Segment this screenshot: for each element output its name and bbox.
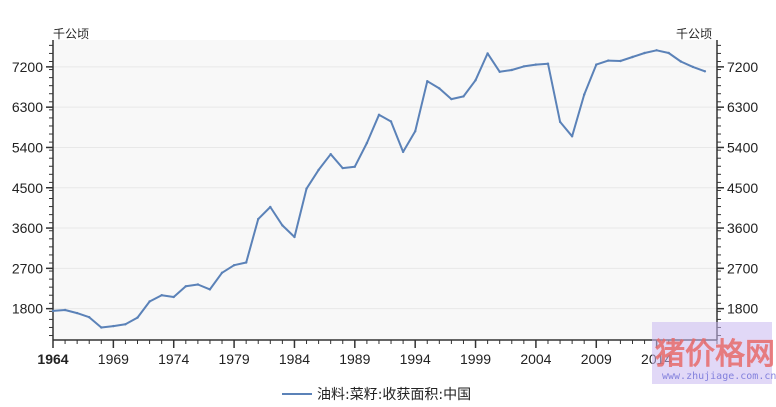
data-point-1988 bbox=[341, 166, 344, 170]
y-right-tick-label: 1800 bbox=[727, 301, 758, 317]
data-point-2006 bbox=[558, 120, 562, 124]
data-point-2015 bbox=[667, 51, 670, 55]
data-point-1972 bbox=[148, 300, 151, 303]
y-right-tick-label: 4500 bbox=[727, 180, 758, 196]
data-point-2013 bbox=[643, 51, 646, 55]
y-right-tick-label: 3600 bbox=[727, 220, 758, 236]
data-point-1986 bbox=[317, 168, 320, 172]
data-point-1978 bbox=[220, 271, 224, 274]
x-tick-label: 1979 bbox=[219, 351, 250, 367]
data-point-2017 bbox=[691, 65, 695, 69]
data-point-1991 bbox=[377, 113, 381, 117]
y-unit-right: 千公顷 bbox=[676, 27, 712, 41]
data-point-2003 bbox=[522, 65, 525, 68]
legend: 油料:菜籽:收获面积:中国 bbox=[282, 387, 471, 403]
x-tick-label: 1969 bbox=[98, 351, 129, 367]
y-unit-left: 千公顷 bbox=[53, 27, 89, 41]
data-point-2008 bbox=[583, 93, 586, 96]
series-points bbox=[51, 49, 707, 329]
x-tick-label: 1974 bbox=[158, 351, 189, 367]
data-point-2018 bbox=[703, 70, 707, 73]
data-point-1968 bbox=[100, 326, 103, 329]
x-tick-label: 1989 bbox=[339, 351, 370, 367]
data-point-2009 bbox=[595, 63, 598, 66]
data-point-1970 bbox=[124, 323, 127, 326]
y-left-tick-label: 6300 bbox=[12, 99, 43, 115]
data-point-1981 bbox=[257, 217, 260, 221]
data-point-2007 bbox=[570, 135, 574, 138]
x-axis-labels: 1964 1969 1974 1979 1984 1989 1994 1999 2004 2009… bbox=[37, 351, 672, 367]
data-point-1994 bbox=[414, 130, 417, 133]
data-point-2014 bbox=[655, 49, 658, 52]
y-right-tick-label: 7200 bbox=[727, 59, 758, 75]
data-point-1985 bbox=[305, 187, 308, 190]
data-point-1979 bbox=[232, 264, 236, 267]
y-right-tick-label: 2700 bbox=[727, 260, 758, 276]
legend-label: 油料:菜籽:收获面积:中国 bbox=[317, 387, 471, 403]
data-point-2012 bbox=[631, 55, 634, 59]
data-point-1997 bbox=[450, 97, 453, 101]
data-point-1976 bbox=[196, 283, 200, 286]
data-point-1995 bbox=[426, 80, 429, 83]
x-tick-label: 1999 bbox=[460, 351, 491, 367]
x-tick-label: 2004 bbox=[520, 351, 551, 367]
y-left-tick-label: 3600 bbox=[12, 220, 43, 236]
data-point-2000 bbox=[486, 52, 489, 55]
data-point-1987 bbox=[329, 153, 332, 156]
y-left-tick-label: 7200 bbox=[12, 59, 43, 75]
data-point-1998 bbox=[462, 95, 465, 98]
data-point-2004 bbox=[534, 63, 538, 66]
data-point-1983 bbox=[281, 224, 284, 227]
data-point-1990 bbox=[365, 141, 369, 145]
y-right-tick-label: 5400 bbox=[727, 139, 758, 155]
x-tick-label: 1984 bbox=[279, 351, 310, 367]
data-point-1984 bbox=[293, 235, 296, 239]
data-point-1992 bbox=[389, 120, 393, 123]
data-point-2005 bbox=[546, 62, 550, 65]
data-point-1966 bbox=[75, 311, 79, 315]
data-point-1974 bbox=[172, 295, 175, 299]
data-point-1977 bbox=[208, 288, 212, 291]
data-point-2001 bbox=[498, 70, 501, 74]
data-point-1965 bbox=[63, 308, 67, 312]
x-tick-label: 1964 bbox=[37, 351, 68, 367]
plot-area bbox=[53, 40, 717, 340]
y-left-tick-label: 1800 bbox=[12, 301, 43, 317]
data-point-1980 bbox=[245, 261, 248, 264]
x-tick-label: 1994 bbox=[400, 351, 431, 367]
y-left-tick-label: 2700 bbox=[12, 260, 43, 276]
data-point-1993 bbox=[401, 150, 405, 154]
y-axis-right-labels: 1800 2700 3600 4500 5400 6300 7200 bbox=[717, 59, 758, 317]
data-point-1967 bbox=[88, 316, 91, 319]
data-point-1975 bbox=[184, 285, 187, 288]
watermark-site: www.zhujiage.com.cn bbox=[662, 371, 776, 382]
data-point-1969 bbox=[112, 324, 115, 328]
x-tick-label: 2009 bbox=[581, 351, 612, 367]
y-left-tick-label: 4500 bbox=[12, 180, 43, 196]
data-point-1989 bbox=[353, 165, 356, 168]
watermark-brand: 猪价格网 bbox=[655, 337, 775, 372]
y-left-tick-label: 5400 bbox=[12, 139, 43, 155]
y-axis-left-labels: 1800 2700 3600 4500 5400 6300 7200 bbox=[12, 59, 53, 317]
data-point-2002 bbox=[510, 68, 513, 72]
gridlines bbox=[53, 66, 717, 310]
data-point-1982 bbox=[269, 205, 272, 209]
data-point-1971 bbox=[136, 316, 139, 319]
watermark: 猪价格网 www.zhujiage.com.cn bbox=[652, 322, 776, 384]
watermark-background bbox=[652, 322, 772, 384]
data-point-1999 bbox=[474, 79, 477, 82]
data-point-2011 bbox=[619, 59, 622, 63]
data-point-2010 bbox=[607, 59, 610, 62]
data-point-1964 bbox=[51, 309, 55, 313]
data-point-1996 bbox=[438, 87, 441, 90]
data-point-1973 bbox=[160, 294, 163, 297]
data-point-2016 bbox=[679, 60, 682, 63]
y-right-tick-label: 6300 bbox=[727, 99, 758, 115]
